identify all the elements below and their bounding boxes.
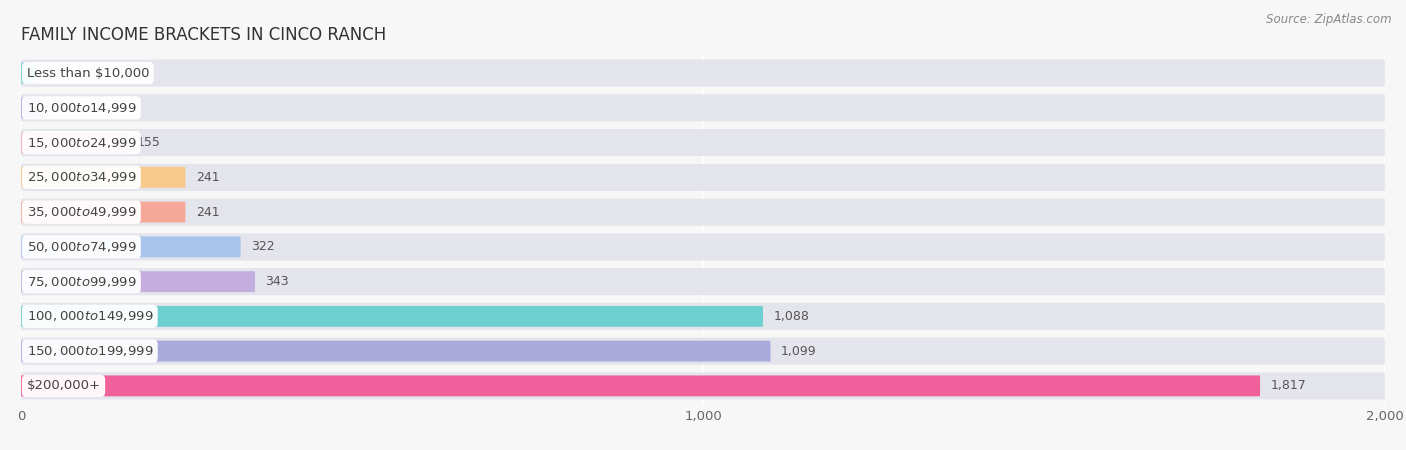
FancyBboxPatch shape	[21, 233, 1385, 261]
Text: 21: 21	[45, 67, 62, 80]
Text: $35,000 to $49,999: $35,000 to $49,999	[27, 205, 136, 219]
Text: 155: 155	[136, 136, 160, 149]
Text: 32: 32	[53, 101, 69, 114]
Text: 322: 322	[250, 240, 274, 253]
Text: Less than $10,000: Less than $10,000	[27, 67, 149, 80]
FancyBboxPatch shape	[21, 338, 1385, 364]
FancyBboxPatch shape	[21, 372, 1385, 400]
Text: $10,000 to $14,999: $10,000 to $14,999	[27, 101, 136, 115]
Text: 1,088: 1,088	[773, 310, 808, 323]
FancyBboxPatch shape	[21, 167, 186, 188]
FancyBboxPatch shape	[21, 129, 1385, 156]
Text: 241: 241	[195, 171, 219, 184]
FancyBboxPatch shape	[21, 303, 1385, 330]
Text: $25,000 to $34,999: $25,000 to $34,999	[27, 171, 136, 184]
Text: $15,000 to $24,999: $15,000 to $24,999	[27, 135, 136, 149]
FancyBboxPatch shape	[21, 375, 1260, 396]
FancyBboxPatch shape	[21, 341, 770, 361]
Text: Source: ZipAtlas.com: Source: ZipAtlas.com	[1267, 14, 1392, 27]
FancyBboxPatch shape	[21, 132, 127, 153]
FancyBboxPatch shape	[21, 164, 1385, 191]
Text: $75,000 to $99,999: $75,000 to $99,999	[27, 274, 136, 288]
FancyBboxPatch shape	[21, 202, 186, 223]
FancyBboxPatch shape	[21, 268, 1385, 295]
FancyBboxPatch shape	[21, 59, 1385, 87]
FancyBboxPatch shape	[21, 94, 1385, 122]
Text: FAMILY INCOME BRACKETS IN CINCO RANCH: FAMILY INCOME BRACKETS IN CINCO RANCH	[21, 26, 387, 44]
Text: $100,000 to $149,999: $100,000 to $149,999	[27, 310, 153, 324]
Text: 1,817: 1,817	[1271, 379, 1306, 392]
Text: 241: 241	[195, 206, 219, 219]
Text: 1,099: 1,099	[780, 345, 817, 358]
FancyBboxPatch shape	[21, 63, 35, 84]
FancyBboxPatch shape	[21, 306, 763, 327]
Text: $50,000 to $74,999: $50,000 to $74,999	[27, 240, 136, 254]
FancyBboxPatch shape	[21, 198, 1385, 226]
Text: 343: 343	[266, 275, 288, 288]
Text: $200,000+: $200,000+	[27, 379, 101, 392]
FancyBboxPatch shape	[21, 271, 254, 292]
FancyBboxPatch shape	[21, 98, 44, 118]
Text: $150,000 to $199,999: $150,000 to $199,999	[27, 344, 153, 358]
FancyBboxPatch shape	[21, 236, 240, 257]
